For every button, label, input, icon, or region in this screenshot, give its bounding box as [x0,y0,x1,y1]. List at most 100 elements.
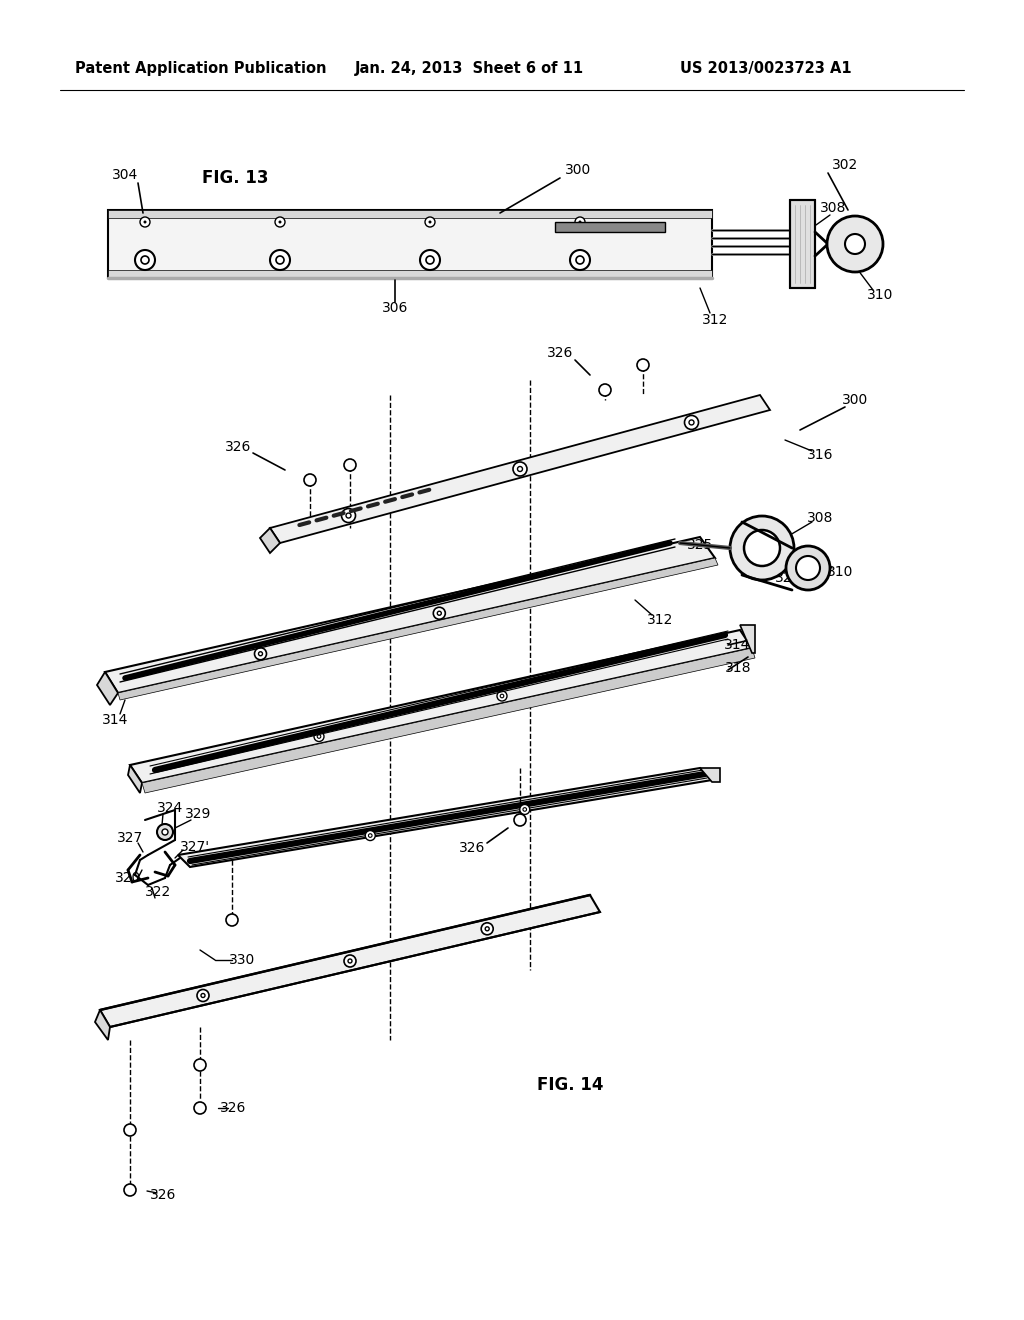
Circle shape [520,804,529,814]
Polygon shape [555,222,665,232]
Circle shape [369,834,372,837]
Circle shape [684,416,698,429]
Circle shape [437,611,441,615]
Polygon shape [108,210,712,279]
Circle shape [517,466,522,471]
Circle shape [226,913,238,927]
Text: 306: 306 [382,301,409,315]
Circle shape [304,474,316,486]
Circle shape [575,256,584,264]
Polygon shape [142,648,755,793]
Polygon shape [105,537,715,693]
Polygon shape [128,766,142,793]
Text: 326: 326 [459,841,485,855]
Text: 324: 324 [157,801,183,814]
Text: 310: 310 [866,288,893,302]
Circle shape [514,814,526,826]
Text: Jan. 24, 2013  Sheet 6 of 11: Jan. 24, 2013 Sheet 6 of 11 [355,61,584,75]
Circle shape [730,516,794,579]
Circle shape [197,990,209,1002]
Circle shape [500,694,504,698]
Text: 330: 330 [229,953,255,968]
Circle shape [420,249,440,271]
Text: 316: 316 [807,447,834,462]
Circle shape [275,216,285,227]
Circle shape [348,960,352,964]
Circle shape [135,249,155,271]
Text: 326: 326 [225,440,251,454]
Circle shape [579,220,582,223]
Circle shape [845,234,865,253]
Circle shape [570,249,590,271]
Circle shape [344,459,356,471]
Text: 312: 312 [701,313,728,327]
Text: FIG. 13: FIG. 13 [202,169,268,187]
Text: 314: 314 [724,638,751,652]
Circle shape [140,216,150,227]
Text: US 2013/0023723 A1: US 2013/0023723 A1 [680,61,852,75]
Circle shape [637,359,649,371]
Circle shape [141,256,150,264]
Text: 326: 326 [220,1101,246,1115]
Circle shape [201,994,205,998]
Circle shape [575,216,585,227]
Text: 308: 308 [820,201,846,215]
Polygon shape [108,210,712,218]
Text: 302: 302 [831,158,858,172]
Circle shape [276,256,284,264]
Text: 300: 300 [842,393,868,407]
Text: FIG. 14: FIG. 14 [537,1076,603,1094]
Circle shape [157,824,173,840]
Polygon shape [700,768,720,781]
Polygon shape [790,201,815,288]
Circle shape [689,420,694,425]
Circle shape [513,462,527,477]
Text: 325: 325 [687,539,713,552]
Text: 308: 308 [807,511,834,525]
Circle shape [124,1125,136,1137]
Polygon shape [740,624,755,653]
Circle shape [255,648,266,660]
Circle shape [428,220,431,223]
Circle shape [258,652,262,656]
Circle shape [485,927,489,931]
Circle shape [827,216,883,272]
Polygon shape [270,395,770,543]
Circle shape [433,607,445,619]
Circle shape [143,220,146,223]
Text: 326: 326 [547,346,573,360]
Text: 300: 300 [565,162,591,177]
Circle shape [341,508,355,523]
Circle shape [796,556,820,579]
Circle shape [194,1059,206,1071]
Circle shape [344,954,356,968]
Circle shape [314,731,324,742]
Polygon shape [100,895,600,1027]
Circle shape [346,513,351,517]
Circle shape [162,829,168,836]
Circle shape [523,808,526,812]
Text: Patent Application Publication: Patent Application Publication [75,61,327,75]
Polygon shape [108,271,712,279]
Polygon shape [97,672,118,705]
Circle shape [599,384,611,396]
Polygon shape [178,768,712,867]
Circle shape [786,546,830,590]
Circle shape [425,216,435,227]
Text: 318: 318 [725,661,752,675]
Circle shape [426,256,434,264]
Circle shape [124,1184,136,1196]
Polygon shape [260,528,280,553]
Circle shape [279,220,282,223]
Circle shape [270,249,290,271]
Text: 304: 304 [112,168,138,182]
Text: 329: 329 [184,807,211,821]
Text: 327: 327 [117,832,143,845]
Text: 314: 314 [101,713,128,727]
Circle shape [366,830,375,841]
Text: 322: 322 [144,884,171,899]
Text: 320: 320 [115,871,141,884]
Text: 310: 310 [826,565,853,579]
Circle shape [194,1102,206,1114]
Polygon shape [118,558,718,700]
